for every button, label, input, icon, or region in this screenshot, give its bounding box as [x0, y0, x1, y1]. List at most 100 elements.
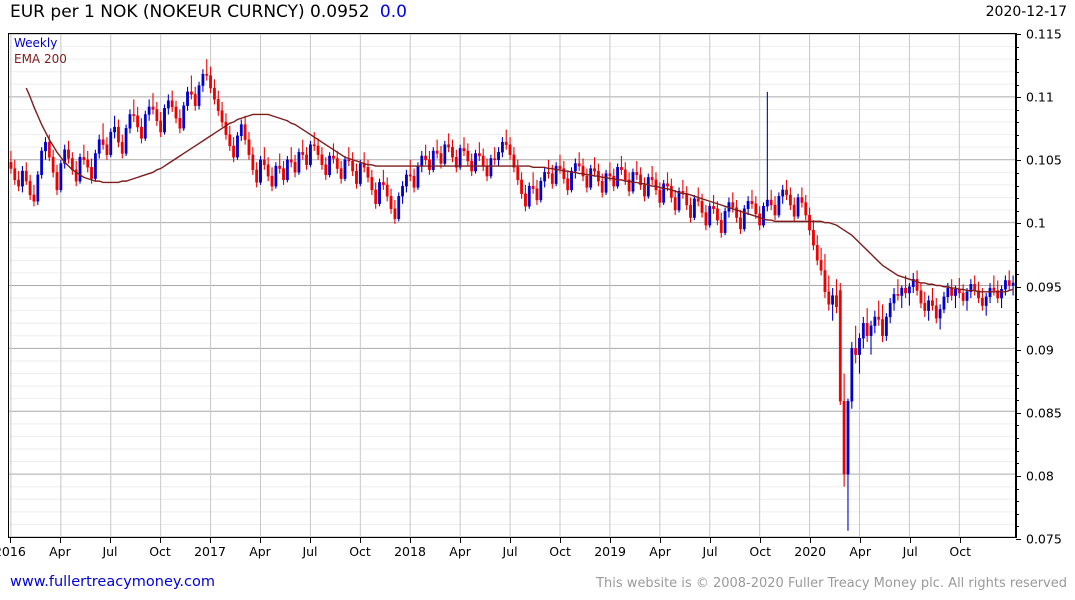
x-tick-mark: [310, 538, 311, 543]
y-tick-mark-minor: [1016, 387, 1019, 389]
copyright-notice: This website is © 2008-2020 Fuller Treac…: [596, 576, 1067, 591]
y-tick-mark-minor: [1016, 324, 1019, 326]
y-tick-label: 0.1: [1026, 215, 1046, 231]
y-tick-mark-minor: [1016, 223, 1019, 225]
x-tick-mark: [660, 538, 662, 543]
y-tick-mark-minor: [1016, 71, 1019, 73]
y-tick-mark-minor: [1016, 349, 1019, 351]
y-tick-mark-minor: [1016, 501, 1019, 503]
y-tick-mark-minor: [1016, 299, 1019, 301]
x-tick-mark: [810, 538, 812, 543]
x-tick-label: 2020: [794, 544, 827, 559]
y-tick-mark-minor: [1016, 261, 1019, 263]
y-tick-mark-minor: [1016, 34, 1019, 35]
y-tick-mark-minor: [1016, 513, 1019, 515]
x-tick-label: Oct: [949, 544, 971, 559]
y-tick-mark-minor: [1016, 210, 1019, 212]
x-tick-mark: [560, 538, 562, 543]
y-tick-mark-minor: [1016, 160, 1019, 162]
site-url-link[interactable]: www.fullertreacymoney.com: [10, 574, 215, 590]
y-tick-mark-minor: [1016, 425, 1019, 427]
y-axis: 0.075 0.08 0.085 0.09 0.095 0.1 0.105 0.11 0.115: [1016, 27, 1075, 547]
y-tick-mark-minor: [1016, 526, 1019, 528]
x-tick-mark: [9, 538, 11, 543]
y-tick-mark-minor: [1016, 400, 1019, 402]
chart-header: EUR per 1 NOK (NOKEUR CURNCY) 0.0952 0.0…: [0, 0, 1075, 28]
y-tick-mark-minor: [1016, 185, 1019, 187]
x-tick-mark: [960, 538, 962, 543]
x-tick-label: Oct: [149, 544, 171, 559]
y-tick-label: 0.085: [1026, 405, 1062, 421]
chart-gridlines: [9, 34, 1015, 537]
instrument-name: EUR per 1 NOK (NOKEUR CURNCY): [10, 2, 305, 22]
y-tick-mark-minor: [1016, 337, 1019, 338]
x-tick-label: Apr: [449, 544, 471, 559]
x-tick-label: 2019: [594, 544, 626, 559]
y-tick-label: 0.08: [1026, 468, 1054, 484]
y-tick-label: 0.09: [1026, 342, 1054, 358]
x-tick-label: Apr: [649, 544, 671, 559]
x-tick-label: 2016: [0, 544, 26, 559]
y-tick-mark-minor: [1016, 463, 1019, 465]
x-tick-label: Apr: [849, 544, 871, 559]
y-tick-mark-minor: [1016, 122, 1019, 124]
chart-series-layer: [9, 59, 1015, 531]
y-tick-mark-minor: [1016, 59, 1019, 61]
quote-date: 2020-12-17: [985, 4, 1067, 20]
y-tick-mark-minor: [1016, 135, 1019, 136]
x-tick-mark: [360, 538, 361, 543]
x-tick-label: Oct: [549, 544, 571, 559]
chart-plot-area[interactable]: Weekly EMA 200: [8, 33, 1016, 538]
y-tick-mark-minor: [1016, 109, 1019, 111]
x-tick-mark: [160, 538, 161, 543]
y-tick-mark-minor: [1016, 236, 1019, 237]
y-tick-mark-minor: [1016, 286, 1019, 288]
y-tick-mark-minor: [1016, 172, 1019, 174]
x-tick-mark: [610, 538, 612, 543]
y-tick-label: 0.075: [1026, 531, 1062, 547]
chart-footer: www.fullertreacymoney.com This website i…: [0, 572, 1075, 600]
y-tick-mark-minor: [1016, 539, 1019, 540]
last-price: 0.0952: [310, 2, 370, 22]
x-tick-label: Jul: [702, 544, 718, 559]
x-tick-mark: [710, 538, 712, 543]
change-value: 0.0: [379, 2, 407, 22]
x-tick-mark: [260, 538, 261, 543]
y-tick-mark-minor: [1016, 46, 1019, 48]
x-tick-label: 2017: [194, 544, 226, 559]
x-tick-label: Apr: [49, 544, 71, 559]
x-tick-label: Jul: [302, 544, 318, 559]
y-tick-mark-minor: [1016, 488, 1019, 490]
y-tick-mark-minor: [1016, 311, 1019, 313]
x-tick-mark: [510, 538, 512, 543]
x-tick-mark: [760, 538, 762, 543]
y-tick-mark-minor: [1016, 147, 1019, 149]
x-tick-mark: [410, 538, 411, 543]
page-title: EUR per 1 NOK (NOKEUR CURNCY) 0.0952 0.0: [10, 2, 407, 22]
y-tick-mark-minor: [1016, 438, 1019, 439]
y-tick-label: 0.115: [1026, 26, 1062, 42]
x-tick-mark: [110, 538, 111, 543]
x-tick-mark: [460, 538, 462, 543]
y-tick-mark-minor: [1016, 273, 1019, 275]
y-tick-mark-minor: [1016, 198, 1019, 200]
y-tick-mark-minor: [1016, 97, 1019, 99]
y-tick-mark-minor: [1016, 84, 1019, 86]
y-tick-label: 0.095: [1026, 279, 1062, 294]
x-tick-mark: [59, 538, 61, 543]
x-tick-label: 2018: [394, 544, 426, 559]
y-tick-mark-minor: [1016, 475, 1019, 477]
y-tick-mark-minor: [1016, 248, 1019, 250]
y-tick-label: 0.105: [1026, 152, 1062, 168]
x-tick-label: Jul: [102, 544, 118, 559]
x-tick-label: Oct: [349, 544, 371, 559]
y-axis-spine: [1016, 33, 1017, 538]
x-axis: 2016 Apr Jul Oct 2017 Apr Jul Oct 2018 Apr Jul Oct 2…: [0, 538, 1016, 562]
y-tick-mark-minor: [1016, 374, 1019, 376]
x-tick-mark: [210, 538, 211, 543]
x-tick-label: Apr: [249, 544, 271, 559]
x-tick-mark: [910, 538, 912, 543]
y-tick-mark-minor: [1016, 412, 1019, 414]
y-tick-label: 0.11: [1026, 89, 1054, 105]
x-tick-label: Jul: [502, 544, 518, 559]
